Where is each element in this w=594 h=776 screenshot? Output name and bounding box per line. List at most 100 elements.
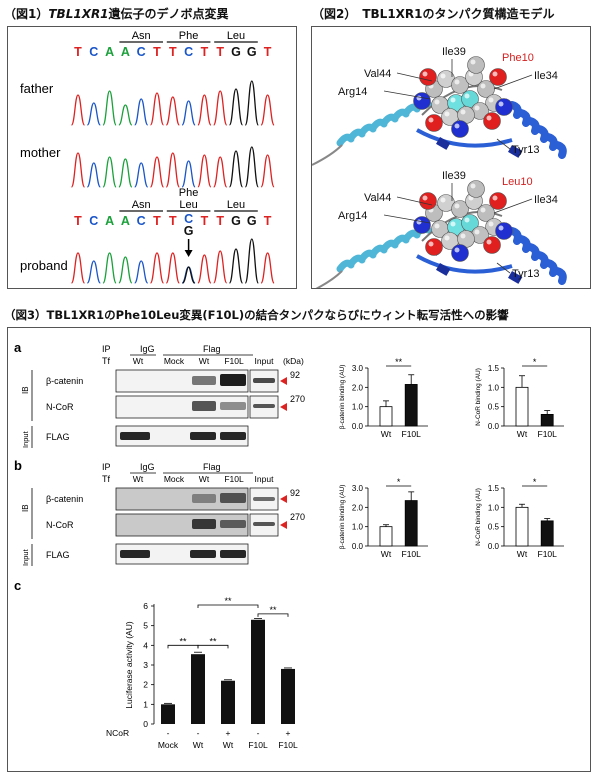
atom-highlight (454, 247, 460, 253)
atom-sphere (419, 68, 437, 86)
atom-sphere (425, 238, 443, 256)
atom-highlight (464, 93, 470, 99)
trace-peak (181, 160, 196, 188)
base-letter: G (231, 214, 241, 228)
base-letter: T (169, 214, 177, 228)
ncor-sign: - (167, 728, 170, 738)
y-tick-label: 1.0 (352, 523, 364, 532)
atom-highlight (440, 197, 446, 203)
small-bar-chart: 0.0 1.0 2.0 3.0 β-catenin binding (AU) Wt F10L… (339, 477, 428, 559)
mutation-base-bottom: G (184, 224, 194, 238)
panel-letter: b (14, 458, 22, 473)
input-label: Input (21, 548, 30, 566)
residue-label: Tyr13 (512, 268, 540, 280)
lane-label: Mock (164, 356, 185, 366)
base-letter: T (169, 45, 177, 59)
atom-highlight (498, 101, 504, 107)
base-letter: C (89, 45, 98, 59)
residue-label-highlight: Leu10 (502, 176, 533, 188)
ib-label: IB (21, 386, 30, 394)
header-tf: Tf (102, 474, 110, 484)
blot-band (220, 550, 246, 558)
bar (251, 619, 265, 724)
trace-peak (260, 94, 275, 126)
header-flag: Flag (203, 344, 221, 354)
mw-label: 270 (290, 394, 305, 404)
blot-band (192, 519, 216, 529)
lane-label: Wt (199, 356, 210, 366)
blot-band (220, 520, 246, 528)
atom-highlight (486, 239, 492, 245)
base-letter: G (247, 214, 257, 228)
atom-highlight (454, 79, 460, 85)
header-igg: IgG (140, 344, 155, 354)
blot-band (192, 494, 216, 503)
residue-label: Ile39 (442, 46, 466, 58)
atom-highlight (422, 195, 428, 201)
bar (404, 384, 418, 427)
residue-label: Tyr13 (512, 144, 540, 156)
bar (540, 520, 554, 547)
trace-peak (134, 260, 149, 284)
atom-highlight (416, 219, 422, 225)
blot-box (115, 369, 249, 393)
row-label-proband: proband (20, 258, 68, 273)
residue-sticks (436, 263, 451, 276)
blot-row-label: FLAG (46, 432, 70, 442)
bar (540, 414, 554, 427)
input-label: Input (21, 430, 30, 448)
y-tick-label: 0.0 (488, 422, 500, 431)
residue-label-highlight: Phe10 (502, 52, 534, 64)
fig3-panel (7, 327, 591, 772)
significance-mark: * (533, 357, 537, 367)
amino-acid-label: Asn (132, 30, 151, 42)
trace-peak (165, 96, 180, 126)
blot-band (192, 401, 216, 411)
small-bar-chart: 0.0 0.5 1.0 1.5 N-CoR binding (AU) Wt F10L * (475, 477, 564, 559)
row-label-father: father (20, 81, 54, 96)
y-axis-label: β-catenin binding (AU) (339, 485, 346, 550)
bar (404, 500, 418, 547)
y-tick-label: 1.5 (488, 364, 500, 373)
blot-band (253, 497, 275, 501)
base-letter: T (74, 214, 82, 228)
bar (379, 406, 393, 427)
loop-strand (312, 144, 343, 166)
mutation-arrow-head (184, 250, 193, 257)
atom-highlight (480, 83, 486, 89)
atom-highlight (480, 207, 486, 213)
ib-label: IB (21, 504, 30, 512)
significance-bracket (257, 613, 289, 617)
base-letter: T (264, 214, 272, 228)
loop-strand (315, 270, 343, 288)
residue-label: Ile39 (442, 170, 466, 182)
ncor-sign: + (286, 728, 291, 738)
trace-peak (165, 152, 180, 188)
x-tick-label: F10L (402, 549, 422, 559)
bar (515, 386, 529, 427)
helix-ribbon (508, 227, 567, 285)
blot-band (120, 550, 150, 558)
mw-arrow (280, 377, 287, 385)
significance-mark: * (397, 477, 401, 487)
base-letter: T (264, 45, 272, 59)
amino-acid-label: Leu (179, 199, 197, 211)
significance-mark: ** (269, 605, 277, 615)
ncor-sign: + (226, 728, 231, 738)
atom-highlight (428, 117, 434, 123)
base-letter: A (105, 214, 114, 228)
ncor-label: NCoR (106, 728, 129, 738)
residue-label: Val44 (364, 68, 391, 80)
label-leader (496, 262, 511, 274)
base-letter: C (137, 45, 146, 59)
atom-highlight (492, 195, 498, 201)
blot-box (115, 543, 249, 565)
y-axis-label: N-CoR binding (AU) (475, 368, 482, 426)
trace-peak (213, 90, 228, 126)
atom-highlight (454, 203, 460, 209)
atom-sphere (483, 236, 501, 254)
mw-arrow (280, 495, 287, 503)
atom-highlight (486, 115, 492, 121)
header-ip: IP (102, 344, 111, 354)
